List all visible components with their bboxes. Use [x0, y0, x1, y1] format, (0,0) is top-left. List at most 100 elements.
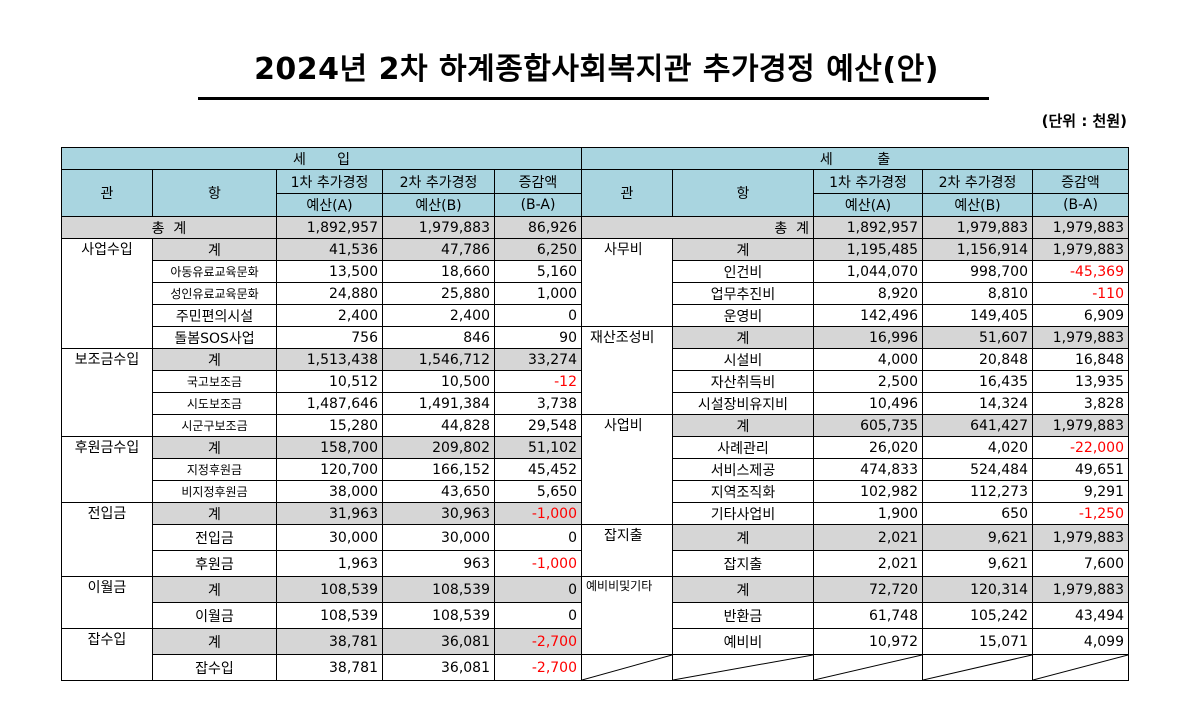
expense-value-a: 61,748	[813, 602, 923, 629]
expense-hang: 반환금	[672, 602, 814, 629]
income-value-diff: 51,102	[494, 436, 582, 459]
income-hang: 성인유료교육문화	[152, 282, 277, 305]
expense-hang: 인건비	[672, 260, 814, 283]
expense-value-diff: 4,099	[1032, 628, 1129, 655]
expense-value-a: 2,500	[813, 370, 923, 393]
income-value-a: 108,539	[276, 602, 383, 629]
income-value-b: 1,491,384	[382, 392, 495, 415]
income-value-a: 38,000	[276, 480, 383, 503]
expense-value-a: 26,020	[813, 436, 923, 459]
income-gwan: 후원금수입	[61, 436, 153, 503]
income-gwan-header: 관	[61, 169, 153, 217]
income-hang: 주민편의시설	[152, 304, 277, 327]
expense-hang: 잡지출	[672, 550, 814, 577]
income-value-b: 2,400	[382, 304, 495, 327]
income-hang: 돌봄SOS사업	[152, 326, 277, 349]
income-value-diff: 0	[494, 304, 582, 327]
income-value-b: 1,546,712	[382, 348, 495, 371]
income-value-a: 38,781	[276, 654, 383, 681]
income-hang: 시도보조금	[152, 392, 277, 415]
income-value-diff: 33,274	[494, 348, 582, 371]
expense-value-a: 2,021	[813, 550, 923, 577]
expense-hang: 계	[672, 576, 814, 603]
expense-value-diff: 43,494	[1032, 602, 1129, 629]
expense-col-b-header: 2차 추가경정	[922, 169, 1033, 194]
income-value-b: 10,500	[382, 370, 495, 393]
income-value-b: 18,660	[382, 260, 495, 283]
income-value-b: 963	[382, 550, 495, 577]
income-value-a: 31,963	[276, 502, 383, 525]
income-value-b: 209,802	[382, 436, 495, 459]
income-col-a-sub: 예산(A)	[276, 193, 383, 217]
expense-value-b: 4,020	[922, 436, 1033, 459]
expense-value-a: 4,000	[813, 348, 923, 371]
expense-value-b: 112,273	[922, 480, 1033, 503]
expense-value-diff: 1,979,883	[1032, 238, 1129, 261]
expense-value-diff: 1,979,883	[1032, 576, 1129, 603]
expense-value-b: 105,242	[922, 602, 1033, 629]
expense-hang: 자산취득비	[672, 370, 814, 393]
income-value-b: 108,539	[382, 602, 495, 629]
expense-gwan-header: 관	[581, 169, 673, 217]
expense-col-d-sub: (B-A)	[1032, 193, 1129, 217]
income-value-a: 13,500	[276, 260, 383, 283]
income-value-a: 38,781	[276, 628, 383, 655]
empty-diagonal-cell	[672, 654, 814, 681]
expense-gwan: 사무비	[581, 238, 673, 327]
income-value-diff: 0	[494, 576, 582, 603]
expense-col-a-sub: 예산(A)	[813, 193, 923, 217]
income-value-b: 44,828	[382, 414, 495, 437]
income-value-diff: -12	[494, 370, 582, 393]
income-total-label: 총 계	[61, 216, 277, 239]
expense-total-diff: 1,979,883	[1032, 216, 1129, 239]
unit-label: (단위 : 천원)	[1041, 112, 1127, 130]
expense-value-b: 51,607	[922, 326, 1033, 349]
income-value-a: 15,280	[276, 414, 383, 437]
expense-value-a: 8,920	[813, 282, 923, 305]
expense-value-a: 2,021	[813, 524, 923, 551]
income-value-a: 2,400	[276, 304, 383, 327]
expense-col-a-header: 1차 추가경정	[813, 169, 923, 194]
expense-hang: 지역조직화	[672, 480, 814, 503]
expense-value-b: 15,071	[922, 628, 1033, 655]
expense-hang: 시설장비유지비	[672, 392, 814, 415]
expense-hang: 계	[672, 326, 814, 349]
income-hang: 후원금	[152, 550, 277, 577]
income-value-a: 1,963	[276, 550, 383, 577]
income-value-diff: 29,548	[494, 414, 582, 437]
expense-hang: 기타사업비	[672, 502, 814, 525]
income-value-a: 108,539	[276, 576, 383, 603]
expense-value-b: 650	[922, 502, 1033, 525]
expense-value-diff: 3,828	[1032, 392, 1129, 415]
income-gwan: 보조금수입	[61, 348, 153, 437]
income-hang: 계	[152, 436, 277, 459]
income-header: 세 입	[61, 147, 582, 170]
expense-value-a: 1,044,070	[813, 260, 923, 283]
expense-hang: 예비비	[672, 628, 814, 655]
expense-value-diff: 1,979,883	[1032, 326, 1129, 349]
expense-value-a: 16,996	[813, 326, 923, 349]
expense-value-a: 102,982	[813, 480, 923, 503]
income-hang: 국고보조금	[152, 370, 277, 393]
title-underline	[198, 97, 989, 100]
income-gwan: 전입금	[61, 502, 153, 577]
expense-hang: 서비스제공	[672, 458, 814, 481]
income-value-diff: -2,700	[494, 628, 582, 655]
expense-value-diff: 6,909	[1032, 304, 1129, 327]
income-value-diff: 3,738	[494, 392, 582, 415]
expense-hang: 운영비	[672, 304, 814, 327]
income-col-d-sub: (B-A)	[494, 193, 582, 217]
income-hang: 계	[152, 238, 277, 261]
expense-gwan: 재산조성비	[581, 326, 673, 415]
income-value-b: 36,081	[382, 654, 495, 681]
expense-value-diff: 16,848	[1032, 348, 1129, 371]
income-col-b-header: 2차 추가경정	[382, 169, 495, 194]
expense-value-b: 16,435	[922, 370, 1033, 393]
expense-total-a: 1,892,957	[813, 216, 923, 239]
expense-header: 세 출	[581, 147, 1129, 170]
income-value-diff: 0	[494, 602, 582, 629]
income-gwan: 사업수입	[61, 238, 153, 349]
income-value-diff: 1,000	[494, 282, 582, 305]
income-value-a: 24,880	[276, 282, 383, 305]
income-value-a: 41,536	[276, 238, 383, 261]
